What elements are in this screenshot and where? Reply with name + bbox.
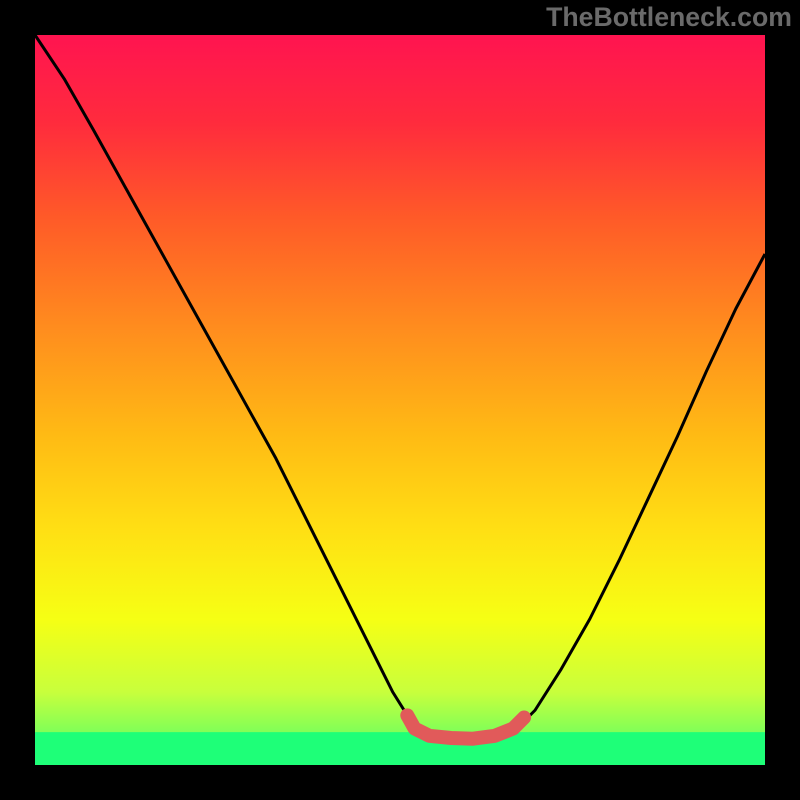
watermark-text: TheBottleneck.com xyxy=(546,2,792,33)
chart-svg xyxy=(0,0,800,800)
bottleneck-chart: TheBottleneck.com xyxy=(0,0,800,800)
